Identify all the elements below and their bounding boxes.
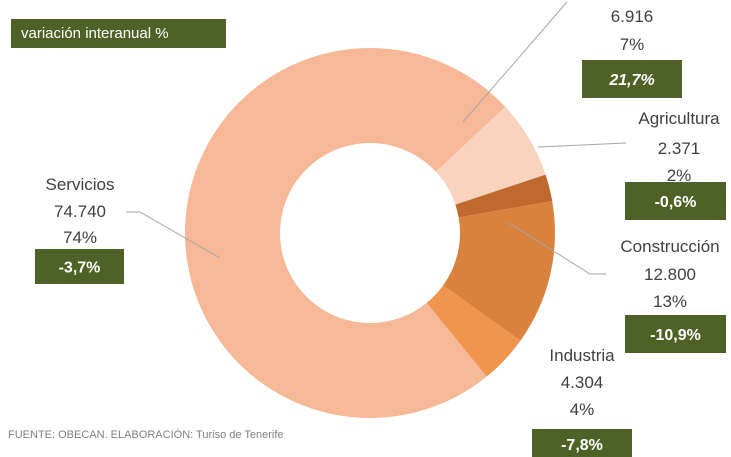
leader-line-construccion [508,222,606,275]
leader-line-servicios [126,211,221,259]
label-construccion-value: 12.800 [644,265,696,284]
slice-unlabeled [435,106,546,205]
label-construccion-percent: 13% [653,292,687,311]
change-box-agricultura [625,182,726,220]
slice-servicios [185,47,506,418]
label-agricultura-percent: 2% [667,166,692,185]
change-box-servicios [35,249,124,284]
slice-construccion [443,201,555,341]
label-agricultura-value: 2.371 [658,139,701,158]
label-servicios-percent: 74% [63,228,97,247]
leader-line-unlabeled [462,1,568,123]
change-box-construccion [625,315,726,353]
legend-variacion-box: variación interanual % [11,19,226,48]
change-value-agricultura: -0,6% [655,194,697,211]
label-agricultura-name: Agricultura [638,109,720,128]
label-unlabeled-percent: 7% [620,35,645,54]
legend-variacion-label: variación interanual % [21,25,169,42]
leader-line-agricultura [537,142,627,148]
change-value-servicios: -3,7% [59,260,101,277]
change-value-unlabeled: 21,7% [608,72,654,89]
source-note: FUENTE: OBECAN. ELABORACIÓN: Turiso de T… [8,429,284,441]
label-industria-percent: 4% [570,400,595,419]
change-value-industria: -7,8% [561,437,603,454]
label-unlabeled-value: 6.916 [611,7,654,26]
label-industria-name: Industria [549,346,615,365]
change-value-construccion: -10,9% [650,327,701,344]
slice-industria [426,285,521,377]
change-box-unlabeled [582,60,682,98]
label-servicios-value: 74.740 [54,202,106,221]
change-box-industria [532,429,632,457]
label-servicios-name: Servicios [46,175,115,194]
label-industria-value: 4.304 [561,373,604,392]
label-construccion-name: Construcción [620,237,719,256]
slice-agricultura [455,174,553,218]
